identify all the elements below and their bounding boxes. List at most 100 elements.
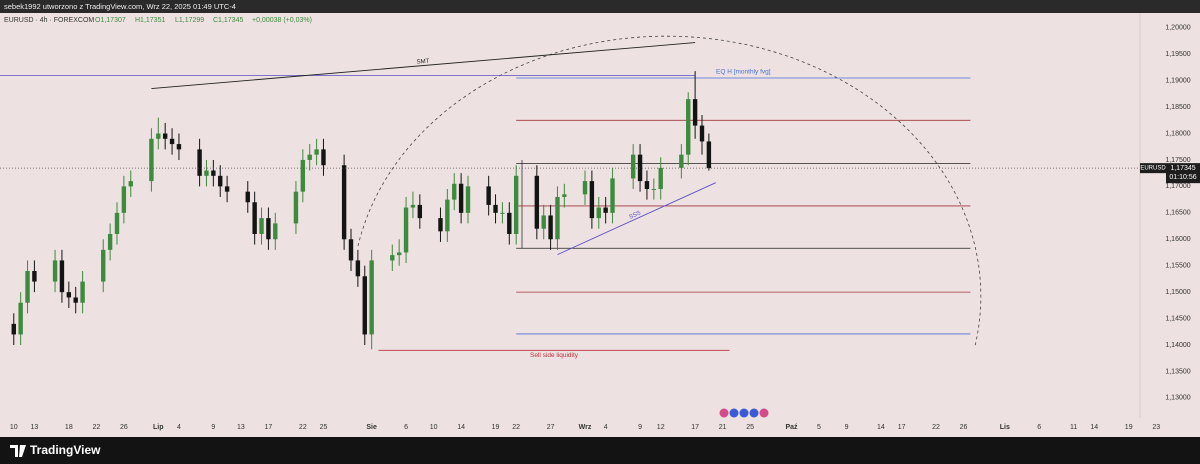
icon[interactable]: [749, 408, 759, 418]
candle-body: [11, 323, 16, 335]
x-tick-label: 17: [691, 424, 699, 431]
x-tick-label: 17: [898, 424, 906, 431]
x-tick-label: 13: [237, 424, 245, 431]
icon[interactable]: [739, 408, 749, 418]
x-tick-label: 18: [65, 424, 73, 431]
x-tick-label: 14: [1090, 424, 1098, 431]
candle-body: [410, 204, 416, 208]
x-tick-label: Lip: [153, 424, 164, 431]
candle-body: [465, 186, 471, 213]
candle-body: [438, 218, 443, 232]
x-tick-label: 9: [638, 424, 642, 431]
icon[interactable]: [729, 408, 739, 418]
candle-body: [18, 302, 23, 335]
y-tick-label: 1,17500: [1165, 157, 1190, 164]
price-tag-text: 1,17345: [1170, 165, 1195, 172]
ohlc-low: L1,17299: [175, 17, 204, 24]
candle-body: [355, 260, 361, 277]
x-tick-label: 26: [120, 424, 128, 431]
candle-body: [362, 276, 367, 335]
icon[interactable]: [719, 408, 729, 418]
x-tick-label: 14: [877, 424, 885, 431]
bottom-bar: [0, 437, 1200, 464]
x-tick-label: 22: [932, 424, 940, 431]
candle-body: [252, 202, 257, 234]
alert-icons[interactable]: [719, 408, 769, 418]
candle-body: [211, 170, 216, 176]
candle-body: [390, 255, 395, 261]
trendline: [557, 182, 716, 256]
brand: TradingView: [30, 443, 101, 457]
x-tick-label: 6: [1037, 424, 1041, 431]
candle-body: [73, 297, 78, 303]
ohlc-high: H1,17351: [135, 17, 165, 24]
x-tick-label: 9: [211, 424, 215, 431]
candle-body: [452, 183, 457, 200]
candle-body: [562, 194, 567, 197]
candle-body: [493, 204, 498, 213]
range-arc: [357, 35, 982, 347]
y-tick-label: 1,13000: [1165, 395, 1190, 402]
candle-body: [204, 170, 209, 176]
x-tick-label: 4: [604, 424, 608, 431]
candle-body: [644, 181, 650, 190]
candle-body: [101, 249, 106, 282]
x-tick-label: 4: [177, 424, 181, 431]
x-tick-label: 10: [10, 424, 18, 431]
y-tick-label: 1,13500: [1165, 368, 1190, 375]
x-tick-label: 27: [547, 424, 555, 431]
candle-body: [651, 189, 657, 191]
icon[interactable]: [759, 408, 769, 418]
candle-body: [582, 181, 588, 195]
candle-body: [273, 223, 278, 240]
x-tick-label: 17: [265, 424, 273, 431]
symbol-tag-text: EURUSD: [1140, 166, 1166, 172]
candle-body: [121, 186, 127, 213]
countdown: 01:10:56: [1169, 174, 1196, 181]
candle-body: [149, 138, 154, 182]
x-tick-label: 9: [845, 424, 849, 431]
candle-body: [32, 270, 37, 282]
x-tick-label: Paź: [785, 424, 798, 431]
candle-body: [169, 138, 175, 145]
x-tick-label: 23: [1152, 424, 1160, 431]
candle-body: [596, 207, 601, 219]
candle-body: [348, 239, 354, 261]
y-tick-label: 1,15500: [1165, 263, 1190, 270]
candle-body: [610, 178, 615, 213]
symbol-tag: [1140, 163, 1166, 174]
x-tick-label: 22: [92, 424, 100, 431]
candle-body: [417, 204, 423, 219]
candle-body: [603, 207, 608, 213]
candle-body: [541, 215, 546, 229]
candle-body: [445, 199, 450, 232]
y-tick-label: 1,19500: [1165, 51, 1190, 58]
candle-body: [658, 167, 663, 190]
x-tick-label: Wrz: [579, 424, 592, 431]
y-tick-label: 1,16500: [1165, 210, 1190, 217]
x-tick-label: 25: [320, 424, 328, 431]
candle-body: [637, 154, 643, 182]
candle-body: [458, 183, 464, 213]
candle-body: [513, 175, 519, 234]
x-tick-label: 22: [512, 424, 520, 431]
candle-body: [555, 196, 560, 240]
candle-body: [341, 165, 347, 240]
trendline-label: SSS: [628, 210, 641, 220]
y-tick-label: 1,14500: [1165, 315, 1190, 322]
candle-body: [128, 181, 133, 187]
candle-body: [245, 191, 250, 203]
price-tag: [1166, 163, 1200, 184]
candle-body: [534, 175, 540, 229]
candle-body: [218, 175, 223, 187]
candle-body: [369, 260, 374, 335]
x-tick-label: Lis: [1000, 424, 1010, 431]
candle-body: [307, 154, 312, 160]
candle-body: [403, 207, 409, 253]
ohlc-close: C1,17345: [213, 17, 243, 24]
y-tick-label: 1,18000: [1165, 130, 1190, 137]
x-tick-label: Sie: [366, 424, 377, 431]
candle-body: [176, 144, 182, 150]
